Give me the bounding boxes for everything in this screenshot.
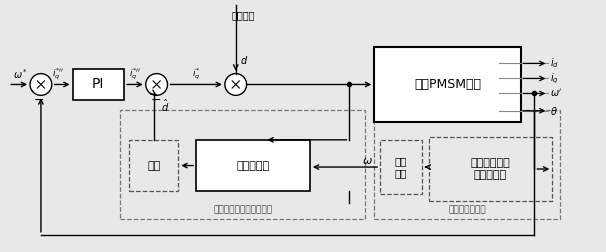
- Circle shape: [225, 74, 247, 95]
- Text: $i_d$: $i_d$: [550, 56, 559, 70]
- Circle shape: [30, 74, 52, 95]
- FancyBboxPatch shape: [196, 140, 310, 191]
- Text: $\omega'$: $\omega'$: [550, 88, 563, 99]
- Text: $\hat{d}$: $\hat{d}$: [161, 97, 169, 114]
- Text: 外部扰动: 外部扰动: [232, 10, 255, 20]
- Text: 复合PMSM对象: 复合PMSM对象: [414, 78, 481, 91]
- Text: $i_q^{*}$: $i_q^{*}$: [192, 67, 201, 82]
- Text: −: −: [150, 94, 161, 107]
- Text: $\omega^*$: $\omega^*$: [13, 68, 28, 81]
- Text: d: d: [241, 56, 247, 66]
- Text: −: −: [34, 94, 44, 107]
- Text: 低通
滤波: 低通 滤波: [395, 156, 407, 178]
- FancyBboxPatch shape: [73, 69, 124, 100]
- FancyBboxPatch shape: [375, 47, 521, 122]
- Text: $i_q^{*\prime\prime}$: $i_q^{*\prime\prime}$: [129, 67, 141, 82]
- Text: 改进巴特沃斯
低通滤波器: 改进巴特沃斯 低通滤波器: [470, 158, 510, 180]
- Text: ω: ω: [363, 156, 372, 166]
- Circle shape: [146, 74, 167, 95]
- Text: $\theta$: $\theta$: [550, 105, 558, 117]
- Text: 前馈: 前馈: [147, 161, 161, 171]
- Text: $i_q^{*\prime\prime}$: $i_q^{*\prime\prime}$: [52, 67, 64, 82]
- Text: 测速滤波预处理: 测速滤波预处理: [448, 205, 486, 214]
- Text: 扰动观测器: 扰动观测器: [236, 161, 270, 171]
- Text: $i_q$: $i_q$: [550, 71, 559, 86]
- Text: 集总干扰估计和前馈补偿: 集总干扰估计和前馈补偿: [213, 205, 272, 214]
- Text: PI: PI: [92, 77, 104, 91]
